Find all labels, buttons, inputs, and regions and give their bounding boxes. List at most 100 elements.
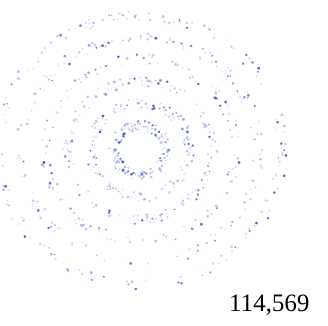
scatter-dot bbox=[146, 32, 150, 36]
scatter-dot bbox=[170, 84, 173, 88]
scatter-dot bbox=[146, 219, 149, 221]
scatter-dot bbox=[156, 82, 160, 85]
scatter-dot bbox=[127, 170, 130, 173]
scatter-dot bbox=[150, 80, 152, 82]
scatter-dot bbox=[226, 75, 229, 77]
scatter-dot bbox=[186, 130, 189, 133]
scatter-dot bbox=[84, 227, 88, 231]
scatter-dot bbox=[63, 142, 66, 145]
scatter-dot bbox=[120, 197, 122, 200]
scatter-dot bbox=[275, 173, 277, 176]
scatter-dot bbox=[127, 39, 130, 43]
scatter-dot bbox=[2, 103, 5, 106]
scatter-dot bbox=[21, 216, 24, 219]
scatter-dot bbox=[203, 172, 206, 175]
scatter-dot bbox=[113, 165, 116, 168]
scatter-dot bbox=[192, 154, 194, 157]
scatter-dot bbox=[267, 200, 269, 202]
scatter-dot bbox=[150, 35, 153, 38]
scatter-dot bbox=[114, 131, 117, 134]
scatter-dot bbox=[189, 145, 192, 148]
scatter-dot bbox=[211, 61, 213, 63]
scatter-dot bbox=[53, 74, 56, 77]
scatter-dot bbox=[216, 195, 218, 197]
scatter-dot bbox=[135, 128, 138, 131]
scatter-dot bbox=[189, 44, 193, 48]
scatter-dot bbox=[92, 21, 95, 24]
scatter-dot bbox=[151, 217, 154, 220]
scatter-dot bbox=[211, 261, 215, 265]
scatter-dot bbox=[130, 129, 134, 133]
scatter-dot bbox=[130, 196, 133, 198]
scatter-dot bbox=[230, 224, 232, 227]
scatter-dot bbox=[231, 250, 233, 252]
scatter-dot bbox=[169, 89, 172, 92]
scatter-dot bbox=[229, 75, 231, 77]
scatter-dot bbox=[244, 208, 246, 211]
scatter-dot bbox=[254, 186, 257, 189]
scatter-dot bbox=[116, 58, 118, 61]
scatter-dot bbox=[245, 53, 248, 57]
scatter-dot bbox=[182, 48, 185, 50]
scatter-dot bbox=[49, 225, 53, 229]
scatter-dot bbox=[160, 213, 163, 216]
scatter-dot bbox=[206, 214, 209, 218]
scatter-dot bbox=[251, 61, 254, 64]
scatter-dot bbox=[190, 159, 194, 163]
scatter-dot bbox=[153, 107, 156, 110]
scatter-dot bbox=[6, 102, 8, 105]
scatter-dot bbox=[92, 155, 96, 159]
scatter-dot bbox=[4, 184, 7, 188]
scatter-dot bbox=[214, 89, 217, 93]
scatter-dot bbox=[70, 128, 72, 130]
scatter-dot bbox=[187, 193, 189, 196]
scatter-dot bbox=[147, 84, 150, 88]
scatter-dot bbox=[174, 63, 177, 66]
scatter-dot bbox=[114, 138, 118, 141]
scatter-dot bbox=[117, 18, 119, 20]
scatter-dot bbox=[120, 140, 122, 142]
scatter-dot bbox=[166, 213, 168, 215]
scatter-dot bbox=[152, 104, 155, 108]
scatter-dot bbox=[42, 161, 46, 164]
scatter-dot bbox=[163, 146, 166, 149]
scatter-dot bbox=[275, 129, 278, 131]
scatter-dot bbox=[154, 239, 158, 243]
scatter-dot bbox=[276, 187, 279, 189]
scatter-dot bbox=[240, 100, 243, 103]
scatter-dot bbox=[236, 91, 239, 93]
scatter-dot bbox=[112, 149, 114, 151]
scatter-dot bbox=[176, 179, 179, 183]
scatter-dot bbox=[208, 51, 212, 54]
scatter-dot bbox=[151, 56, 153, 58]
scatter-dot bbox=[93, 122, 96, 125]
scatter-dot bbox=[186, 164, 189, 167]
scatter-dot bbox=[143, 126, 145, 128]
scatter-dot bbox=[157, 138, 160, 141]
scatter-dot bbox=[72, 118, 76, 122]
scatter-dot bbox=[201, 274, 204, 276]
scatter-dot bbox=[65, 140, 68, 143]
scatter-dot bbox=[196, 103, 198, 106]
scatter-dot bbox=[220, 254, 223, 257]
scatter-dot bbox=[239, 96, 242, 99]
scatter-dot bbox=[180, 281, 183, 285]
scatter-dot bbox=[230, 245, 233, 249]
scatter-dot bbox=[148, 200, 151, 203]
scatter-dot bbox=[57, 65, 59, 67]
scatter-dot bbox=[174, 208, 176, 211]
scatter-dot bbox=[112, 151, 116, 154]
scatter-dot bbox=[140, 37, 142, 39]
scatter-dot bbox=[236, 157, 240, 160]
scatter-dot bbox=[225, 102, 228, 105]
scatter-dot bbox=[94, 153, 97, 156]
scatter-dot bbox=[237, 246, 240, 249]
scatter-dot bbox=[207, 27, 210, 30]
scatter-dot bbox=[90, 41, 94, 45]
scatter-dot bbox=[197, 188, 200, 192]
scatter-dot bbox=[111, 186, 115, 190]
scatter-dot bbox=[189, 152, 191, 154]
scatter-dot bbox=[226, 39, 228, 41]
scatter-dot bbox=[52, 126, 54, 128]
scatter-dot bbox=[147, 262, 150, 265]
